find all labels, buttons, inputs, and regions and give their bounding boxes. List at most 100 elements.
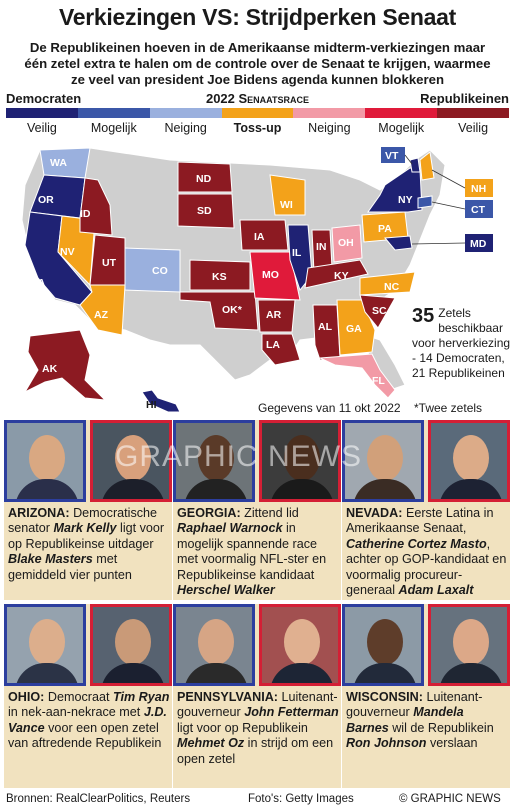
state-nh (419, 151, 435, 181)
scale-label: Veilig (458, 121, 489, 135)
race-card-arizona: ARIZONA: Democratische senator Mark Kell… (4, 420, 172, 600)
us-senate-map: WA OR CA NV ID UT AZ CO ND SD KS OK* IA … (21, 147, 493, 413)
state-ks (189, 259, 251, 291)
data-date: Gegevens van 11 okt 2022 (258, 401, 401, 415)
map-label: HI (146, 399, 157, 411)
map-label: OK* (222, 304, 243, 316)
state-mo (249, 251, 301, 301)
map-label: CA (30, 277, 46, 289)
scale-rep-likely (365, 108, 438, 118)
race-text: NEVADA: Eerste Latina in Amerikaanse Sen… (346, 506, 507, 598)
state-md (383, 235, 413, 251)
state-vt (409, 157, 421, 173)
scale-label: Mogelijk (90, 121, 137, 135)
race-card-ohio: OHIO: Democraat Tim Ryan in nek-aan-nekr… (4, 604, 172, 788)
ct-callout (465, 200, 493, 218)
map-label: VT (385, 150, 399, 162)
map-labels: WA OR CA NV ID UT AZ CO ND SD KS OK* IA … (30, 150, 487, 411)
map-label: NC (384, 281, 400, 293)
seats-number: 35 (412, 305, 435, 327)
race-text: PENNSYLVANIA: Luitenant-gouverneur John … (177, 690, 339, 766)
map-label: IL (292, 247, 302, 259)
legend-republicans: Republikeinen (420, 91, 509, 106)
scale-rep-safe (437, 108, 510, 118)
state-sd (177, 193, 235, 229)
scale-label: Toss-up (233, 121, 282, 135)
state-nd (177, 161, 233, 193)
race-text: GEORGIA: Zittend lid Raphael Warnock in … (177, 506, 327, 598)
candidate-photo-dem (4, 420, 86, 502)
candidate-photo-rep (259, 420, 341, 502)
state-la (261, 333, 301, 366)
state-ar (257, 299, 296, 333)
map-label: SC (372, 305, 387, 317)
state-ak (23, 329, 107, 401)
watermark: GRAPHIC NEWS (115, 440, 363, 473)
candidate-photo-rep (428, 604, 510, 686)
map-label: CO (152, 265, 168, 277)
state-id (79, 177, 113, 236)
subtitle: De Republikeinen hoeven in de Amerikaans… (24, 40, 491, 87)
map-label: GA (346, 323, 362, 335)
race-card-wisconsin: WISCONSIN: Luitenant-gouverneur Mandela … (342, 604, 510, 788)
map-label: MD (470, 238, 487, 250)
nh-callout (465, 179, 493, 197)
sources: Bronnen: RealClearPolitics, Reuters (6, 793, 191, 805)
scale-label: Neiging (308, 121, 351, 135)
footnote: *Twee zetels (414, 401, 483, 415)
legend-title: 2022 Senaatsrace (205, 91, 310, 106)
color-scale (6, 108, 510, 118)
race-text: ARIZONA: Democratische senator Mark Kell… (8, 506, 165, 582)
candidate-photo-dem (173, 604, 255, 686)
state-ct (417, 195, 433, 209)
candidate-photo-dem (173, 420, 255, 502)
map-label: SD (197, 205, 212, 217)
page-title: Verkiezingen VS: Strijdperken Senaat (59, 4, 456, 30)
state-ga (336, 299, 376, 356)
map-label: FL (372, 375, 385, 387)
scale-labels: Veilig Mogelijk Neiging Toss-up Neiging … (6, 121, 509, 135)
vt-callout (381, 147, 405, 163)
scale-label: Mogelijk (378, 121, 425, 135)
map-label: NV (60, 246, 75, 258)
scale-dem-safe (6, 108, 78, 118)
candidate-photo-rep (428, 420, 510, 502)
map-label: AZ (94, 309, 109, 321)
legend-democrats: Democraten (6, 91, 82, 106)
md-callout (465, 234, 493, 252)
scale-dem-likely (77, 108, 150, 118)
state-oh (331, 224, 363, 263)
map-label: AK (42, 363, 58, 375)
copyright: © GRAPHIC NEWS (399, 793, 501, 805)
map-label: OH (338, 237, 354, 249)
photo-credit: Foto's: Getty Images (248, 793, 354, 805)
map-label: ND (196, 173, 212, 185)
map-label: LA (266, 339, 280, 351)
state-sc (359, 294, 396, 329)
map-label: UT (102, 257, 117, 269)
scale-label: Veilig (26, 121, 57, 135)
candidate-photo-rep (90, 420, 172, 502)
scale-dem-lean (149, 108, 222, 118)
state-hi (141, 389, 181, 413)
race-card-nevada: NEVADA: Eerste Latina in Amerikaanse Sen… (342, 420, 510, 600)
state-ky (304, 259, 369, 289)
map-label: KS (212, 271, 227, 283)
scale-rep-lean (293, 108, 366, 118)
map-label: WI (280, 199, 293, 211)
map-label: PA (378, 223, 392, 235)
map-label: AL (318, 321, 333, 333)
map-label: MO (262, 269, 279, 281)
race-card-georgia: GEORGIA: Zittend lid Raphael Warnock in … (173, 420, 341, 600)
candidate-photo-rep (90, 604, 172, 686)
state-nc (359, 271, 416, 296)
map-label: IN (316, 241, 327, 253)
scale-tossup (221, 108, 294, 118)
race-text: WISCONSIN: Luitenant-gouverneur Mandela … (346, 690, 494, 751)
map-label: NY (398, 194, 413, 206)
map-label: CT (471, 204, 486, 216)
map-label: KY (334, 270, 349, 282)
race-text: OHIO: Democraat Tim Ryan in nek-aan-nekr… (8, 690, 170, 751)
state-wi (269, 174, 306, 216)
map-label: AR (266, 309, 282, 321)
